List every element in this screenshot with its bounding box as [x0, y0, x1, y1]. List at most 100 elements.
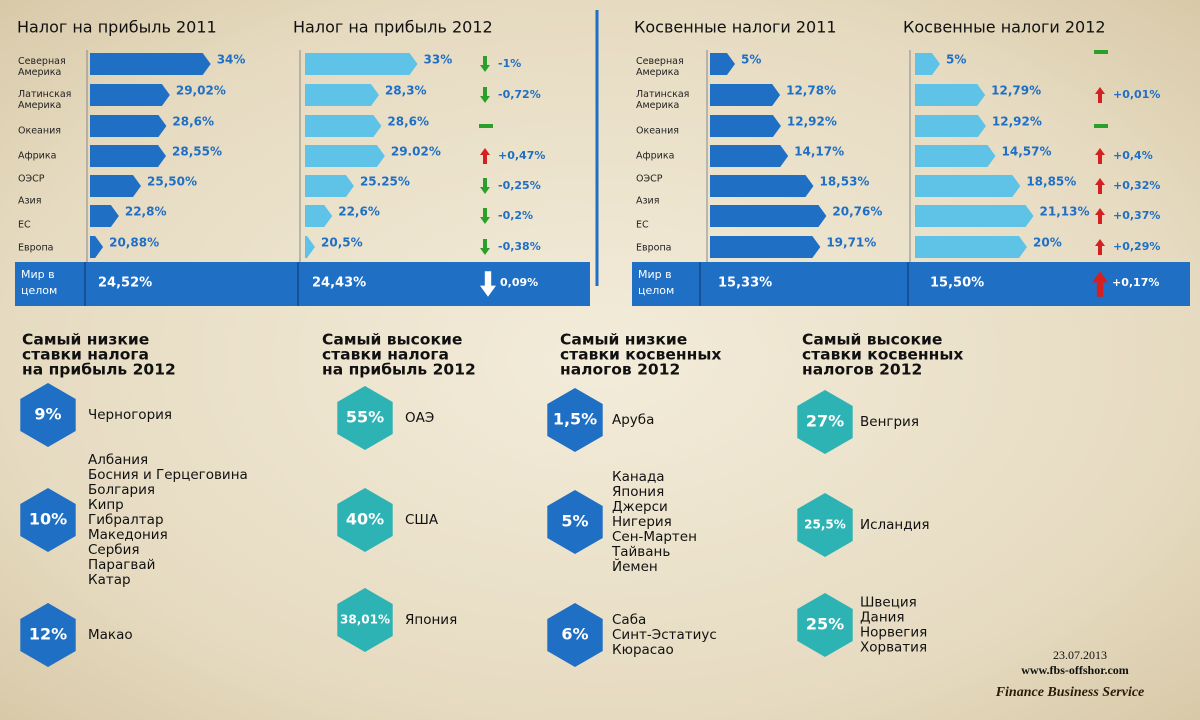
country: Япония	[612, 484, 664, 500]
world-value: 15,33%	[718, 276, 772, 291]
country: Йемен	[612, 557, 658, 575]
value-label: 5%	[741, 53, 761, 67]
country: Сербия	[88, 542, 140, 558]
hexagon	[797, 390, 853, 454]
ranking-title: налогов 2012	[802, 361, 922, 379]
country: США	[405, 512, 439, 528]
brand: Finance Business Service	[995, 685, 1145, 700]
region-label: Латинская Америка	[18, 89, 71, 111]
country: ОАЭ	[405, 410, 434, 426]
ranking-title: Самый низкие	[560, 331, 687, 349]
bar	[305, 145, 385, 167]
country: Дания	[860, 610, 905, 626]
region-label: ОЭСР	[18, 174, 45, 185]
world-change: +0,17%	[1112, 276, 1159, 289]
no-change-mark	[1094, 50, 1108, 54]
country: Черногория	[88, 407, 172, 423]
rate: 6%	[561, 625, 588, 644]
date: 23.07.2013	[1053, 648, 1107, 662]
value-label: 28,55%	[172, 145, 222, 159]
change-label: +0,32%	[1113, 179, 1160, 192]
value-label: 29,02%	[176, 84, 226, 98]
country: Босния и Герцеговина	[88, 467, 248, 483]
change-label: -0,2%	[498, 209, 533, 222]
up-arrow	[1092, 271, 1108, 297]
change-label: +0,47%	[498, 149, 545, 162]
rate: 1,5%	[553, 410, 597, 429]
value-label: 25,50%	[147, 175, 197, 189]
world-value: 15,50%	[930, 276, 984, 291]
value-label: 28,6%	[172, 115, 214, 129]
country: Кюрасао	[612, 642, 674, 658]
country: Макао	[88, 627, 133, 643]
bar	[90, 236, 104, 258]
value-label: 14,57%	[1002, 145, 1052, 159]
no-change-mark	[479, 124, 493, 128]
country: Исландия	[860, 517, 929, 533]
change-label: +0,4%	[1113, 149, 1153, 162]
rate: 27%	[806, 412, 844, 431]
country: Нигерия	[612, 514, 672, 530]
world-label: Мир в	[21, 268, 55, 281]
country: Сен-Мартен	[612, 529, 697, 545]
bar	[305, 205, 333, 227]
world-change: 0,09%	[500, 276, 538, 289]
bar	[90, 115, 167, 137]
value-label: 20,88%	[109, 236, 159, 250]
hexagon	[20, 603, 76, 667]
hexagon	[797, 493, 853, 557]
rate: 55%	[346, 408, 384, 427]
world-label: целом	[21, 284, 57, 297]
bar	[710, 175, 814, 197]
country: Тайвань	[611, 544, 670, 560]
bar	[915, 84, 986, 106]
down-arrow	[480, 208, 490, 224]
bar	[305, 236, 315, 258]
region-label: Европа	[18, 243, 53, 254]
down-arrow	[480, 239, 490, 255]
up-arrow	[480, 148, 490, 164]
region-label: ЕС	[636, 220, 649, 231]
no-change-mark	[1094, 124, 1108, 128]
hexagon	[337, 488, 393, 552]
country: Аруба	[612, 412, 654, 428]
region-label: ОЭСР	[636, 174, 663, 185]
ranking-title: налогов 2012	[560, 361, 680, 379]
down-arrow	[480, 56, 490, 72]
bar	[90, 175, 141, 197]
bar	[915, 145, 996, 167]
country: Албания	[88, 452, 148, 468]
hexagon	[20, 383, 76, 447]
value-label: 20,76%	[832, 205, 882, 219]
value-label: 22,6%	[338, 205, 380, 219]
value-label: 14,17%	[794, 145, 844, 159]
bar	[90, 53, 211, 75]
bar	[305, 175, 354, 197]
country: Венгрия	[860, 414, 919, 430]
change-label: +0,37%	[1113, 209, 1160, 222]
hexagon	[797, 593, 853, 657]
region-label: Северная Америка	[18, 56, 66, 78]
world-bar	[632, 262, 1190, 306]
ranking-title: ставки налога	[22, 346, 149, 364]
bar	[90, 205, 119, 227]
value-label: 18,53%	[819, 175, 869, 189]
ranking-title: ставки косвенных	[560, 346, 721, 364]
country: Катар	[88, 572, 131, 588]
value-label: 12,79%	[991, 84, 1041, 98]
bar	[90, 84, 170, 106]
world-label: целом	[638, 284, 674, 297]
country: Македония	[88, 527, 168, 543]
region-label: Африка	[18, 151, 56, 162]
country: Кипр	[88, 497, 124, 513]
ranking-title: Самый низкие	[22, 331, 149, 349]
bar	[710, 53, 735, 75]
ranking-title: ставки налога	[322, 346, 449, 364]
bar	[915, 53, 940, 75]
change-label: -0,72%	[498, 88, 541, 101]
value-label: 29.02%	[391, 145, 441, 159]
panel-title: Косвенные налоги 2011	[634, 18, 837, 37]
up-arrow	[1095, 87, 1105, 103]
value-label: 28,3%	[385, 84, 427, 98]
